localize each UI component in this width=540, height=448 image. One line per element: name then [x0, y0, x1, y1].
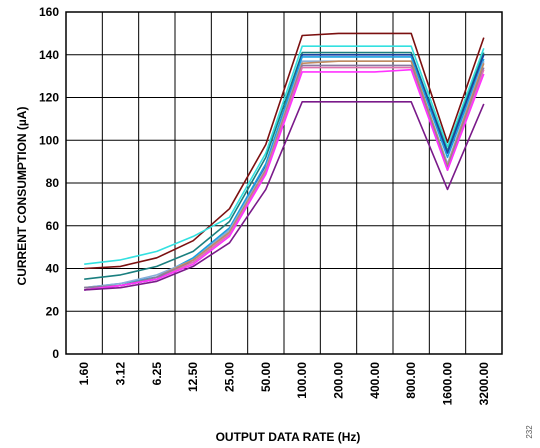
series-line-10 [84, 68, 485, 291]
y-tick-label: 120 [39, 91, 59, 105]
x-tick-label: 800.00 [404, 362, 418, 399]
x-tick-label: 100.00 [295, 362, 309, 399]
y-tick-label: 140 [39, 48, 59, 62]
y-tick-label: 0 [52, 347, 59, 361]
x-tick-label: 6.25 [150, 362, 164, 386]
y-tick-label: 60 [46, 219, 60, 233]
x-tick-label: 1600.00 [441, 362, 455, 406]
x-tick-label: 1.60 [77, 362, 91, 386]
x-axis-title: OUTPUT DATA RATE (Hz) [216, 430, 361, 444]
figure-id-label: 232 [525, 425, 534, 439]
y-tick-label: 80 [46, 176, 60, 190]
y-tick-label: 20 [46, 304, 60, 318]
x-tick-label: 400.00 [368, 362, 382, 399]
series-line-2 [84, 45, 485, 265]
x-tick-label: 12.50 [186, 362, 200, 392]
x-tick-label: 25.00 [223, 362, 237, 392]
y-tick-label: 160 [39, 5, 59, 19]
series-line-1 [84, 32, 485, 270]
y-tick-label: 100 [39, 133, 59, 147]
plot-area-frame [65, 11, 503, 355]
y-tick-labels: 0 20 40 60 80 100 120 140 160 [39, 5, 59, 361]
x-tick-label: 50.00 [259, 362, 273, 392]
x-tick-label: 200.00 [332, 362, 346, 399]
y-tick-label: 40 [46, 262, 60, 276]
x-tick-label: 3200.00 [477, 362, 491, 406]
x-tick-labels: 1.60 3.12 6.25 12.50 25.00 50.00 100.00 200.00 4… [77, 362, 491, 406]
chart-grid [66, 12, 502, 354]
x-tick-label: 3.12 [114, 362, 128, 386]
y-axis-title: CURRENT CONSUMPTION (µA) [15, 107, 29, 286]
series-line-11 [84, 101, 485, 291]
chart-series-group [84, 32, 485, 291]
